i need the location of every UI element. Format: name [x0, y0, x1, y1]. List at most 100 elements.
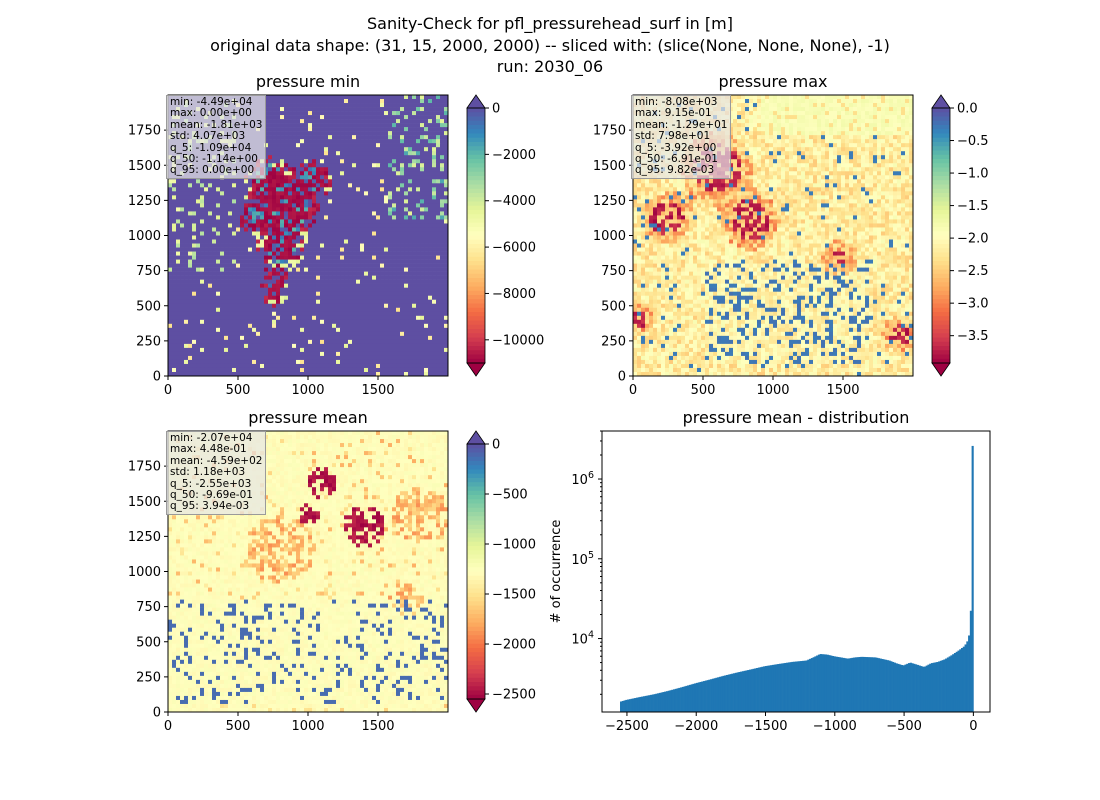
- heatmap-cell: [208, 263, 213, 268]
- heatmap-cell: [372, 183, 377, 188]
- heatmap-cell: [440, 215, 445, 220]
- colorbar-segment: [467, 133, 485, 139]
- heatmap-cell: [216, 187, 221, 192]
- heatmap-cell: [332, 163, 337, 168]
- heatmap-cell: [300, 247, 305, 252]
- heatmap-cell: [260, 307, 265, 313]
- heatmap-cell: [440, 267, 445, 272]
- heatmap-cell: [284, 275, 289, 280]
- heatmap-cell: [328, 211, 333, 216]
- heatmap-cell: [432, 203, 437, 208]
- heatmap-cell: [356, 271, 361, 276]
- heatmap-cell: [184, 203, 189, 208]
- heatmap-cell: [312, 131, 317, 136]
- heatmap-cell: [436, 215, 441, 220]
- heatmap-cell: [216, 303, 221, 309]
- heatmap-cell: [320, 99, 325, 104]
- heatmap-cell: [312, 343, 317, 349]
- heatmap-cell: [284, 347, 289, 353]
- heatmap-cell: [312, 223, 317, 228]
- heatmap-cell: [412, 99, 417, 104]
- heatmap-cell: [400, 319, 405, 325]
- heatmap-cell: [292, 311, 297, 317]
- heatmap-cell: [192, 367, 197, 373]
- heatmap-cell: [168, 275, 173, 280]
- heatmap-cell: [376, 187, 381, 192]
- heatmap-cell: [436, 367, 441, 373]
- heatmap-cell: [208, 279, 213, 284]
- heatmap-cell: [336, 363, 341, 369]
- heatmap-cell: [356, 303, 361, 309]
- heatmap-cell: [292, 227, 297, 232]
- heatmap-cell: [336, 183, 341, 188]
- heatmap-cell: [192, 231, 197, 236]
- heatmap-cell: [168, 267, 173, 272]
- heatmap-cell: [292, 199, 297, 204]
- heatmap-cell: [376, 299, 381, 305]
- heatmap-cell: [292, 315, 297, 321]
- heatmap-cell: [416, 199, 421, 204]
- heatmap-cell: [416, 175, 421, 180]
- heatmap-cell: [392, 127, 397, 132]
- heatmap-cell: [248, 295, 253, 301]
- heatmap-cell: [380, 243, 385, 248]
- heatmap-cell: [268, 315, 273, 321]
- colorbar-segment: [467, 142, 485, 147]
- heatmap-cell: [276, 127, 281, 132]
- heatmap-cell: [312, 283, 317, 288]
- heatmap-cell: [416, 155, 421, 160]
- heatmap-cell: [360, 303, 365, 309]
- heatmap-cell: [196, 351, 201, 357]
- heatmap-cell: [248, 275, 253, 280]
- heatmap-cell: [368, 99, 373, 104]
- colorbar-segment: [467, 329, 485, 334]
- heatmap-cell: [192, 187, 197, 192]
- heatmap-cell: [260, 215, 265, 220]
- heatmap-cell: [436, 255, 441, 260]
- heatmap-cell: [284, 243, 289, 248]
- heatmap-cell: [188, 303, 193, 309]
- heatmap-cell: [168, 259, 173, 264]
- heatmap-cell: [428, 267, 433, 272]
- heatmap-cell: [392, 187, 397, 192]
- heatmap-cell: [284, 371, 289, 377]
- heatmap-cell: [420, 335, 425, 341]
- heatmap-cell: [172, 243, 177, 248]
- heatmap-cell: [444, 171, 449, 176]
- heatmap-cell: [356, 207, 361, 212]
- heatmap-cell: [304, 199, 309, 204]
- heatmap-cell: [432, 127, 437, 132]
- heatmap-cell: [268, 239, 273, 244]
- heatmap-cell: [248, 247, 253, 252]
- heatmap-cell: [428, 371, 433, 377]
- heatmap-cell: [384, 127, 389, 132]
- heatmap-cell: [332, 227, 337, 232]
- heatmap-cell: [336, 327, 341, 333]
- heatmap-cell: [320, 123, 325, 128]
- heatmap-cell: [204, 199, 209, 204]
- heatmap-cell: [184, 279, 189, 284]
- heatmap-cell: [432, 315, 437, 321]
- heatmap-cell: [316, 283, 321, 288]
- heatmap-cell: [408, 315, 413, 321]
- heatmap-cell: [248, 195, 253, 200]
- heatmap-cell: [380, 175, 385, 180]
- heatmap-cell: [308, 331, 313, 337]
- heatmap-cell: [368, 239, 373, 244]
- heatmap-cell: [244, 295, 249, 301]
- heatmap-cell: [212, 215, 217, 220]
- heatmap-cell: [344, 211, 349, 216]
- heatmap-cell: [440, 179, 445, 184]
- heatmap-cell: [360, 195, 365, 200]
- heatmap-cell: [380, 203, 385, 208]
- heatmap-cell: [416, 187, 421, 192]
- heatmap-cell: [248, 307, 253, 313]
- heatmap-cell: [312, 227, 317, 232]
- heatmap-cell: [352, 295, 357, 301]
- heatmap-cell: [436, 119, 441, 124]
- heatmap-cell: [272, 319, 277, 325]
- heatmap-cell: [244, 223, 249, 228]
- heatmap-cell: [436, 283, 441, 288]
- heatmap-cell: [180, 311, 185, 317]
- heatmap-cell: [328, 195, 333, 200]
